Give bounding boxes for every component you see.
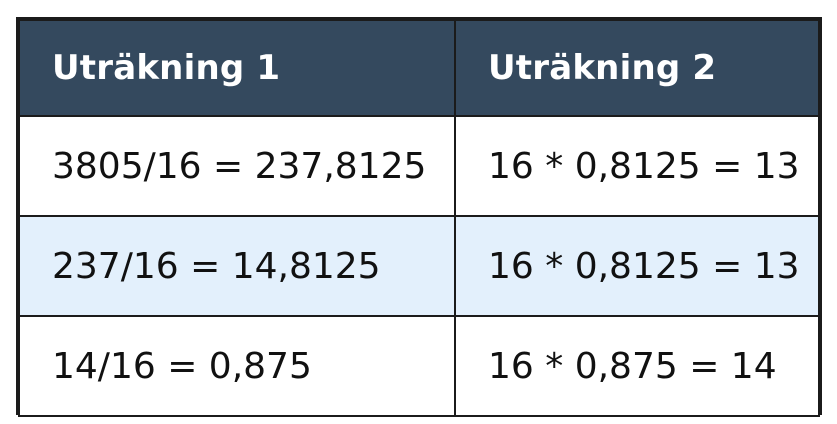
table-row: 14/16 = 0,875 16 * 0,875 = 14 [18, 315, 820, 417]
table-cell: 14/16 = 0,875 [18, 315, 456, 417]
table-row: 237/16 = 14,8125 16 * 0,8125 = 13 [18, 215, 820, 317]
table-cell: 16 * 0,8125 = 13 [454, 215, 820, 317]
column-header-calculation-2: Uträkning 2 [454, 19, 820, 117]
calculation-table: Uträkning 1 Uträkning 2 3805/16 = 237,81… [16, 17, 822, 417]
table-cell: 16 * 0,8125 = 13 [454, 115, 820, 217]
table-header-row: Uträkning 1 Uträkning 2 [18, 19, 820, 117]
column-header-calculation-1: Uträkning 1 [18, 19, 456, 117]
table-cell: 3805/16 = 237,8125 [18, 115, 456, 217]
table-row: 3805/16 = 237,8125 16 * 0,8125 = 13 [18, 115, 820, 217]
table-cell: 16 * 0,875 = 14 [454, 315, 820, 417]
calculation-table-grid: Uträkning 1 Uträkning 2 3805/16 = 237,81… [18, 19, 820, 417]
table-cell: 237/16 = 14,8125 [18, 215, 456, 317]
